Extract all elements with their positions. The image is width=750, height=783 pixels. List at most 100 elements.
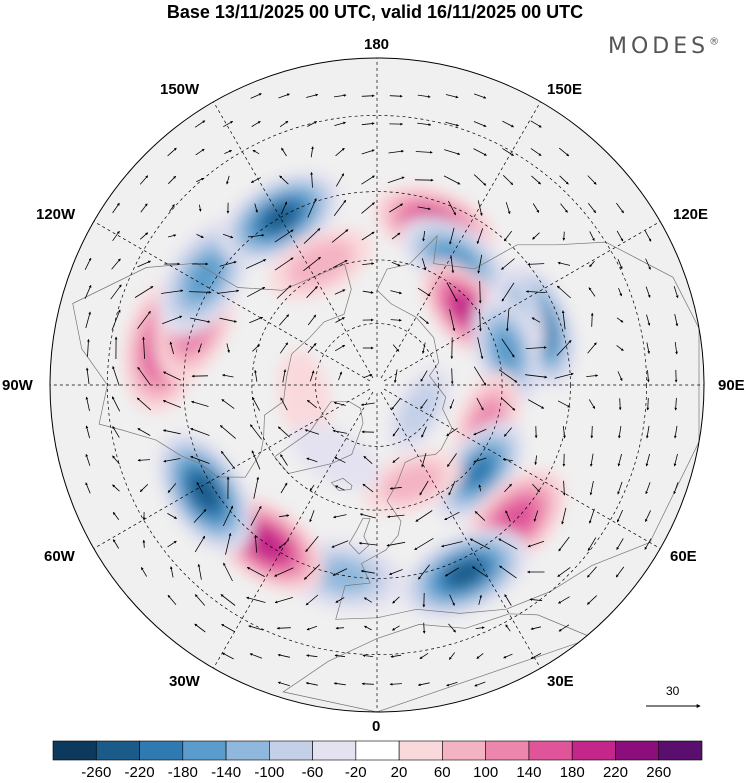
wind-arrow	[306, 285, 318, 298]
wind-arrow	[142, 336, 145, 359]
wind-arrow	[224, 150, 233, 154]
colorbar-swatch	[269, 740, 313, 761]
wind-arrow	[443, 175, 461, 185]
wind-arrow	[390, 290, 403, 295]
wind-arrow	[252, 396, 260, 411]
wind-arrow	[139, 484, 149, 493]
wind-arrow	[274, 567, 294, 577]
wind-arrow	[246, 567, 265, 577]
wind-arrow	[421, 426, 427, 438]
wind-arrow	[415, 510, 433, 522]
wind-arrow	[590, 312, 594, 327]
anomaly-level	[187, 256, 222, 299]
wind-arrow	[645, 286, 651, 298]
wind-arrow	[85, 367, 90, 385]
wind-arrow	[557, 400, 571, 408]
wind-arrow	[250, 177, 261, 183]
wind-arrow	[220, 594, 236, 606]
wind-arrow	[391, 261, 401, 267]
wind-arrow	[615, 566, 625, 578]
wind-arrow	[586, 595, 597, 605]
wind-arrow	[248, 625, 264, 631]
wind-arrow	[361, 202, 375, 214]
wind-arrow	[469, 538, 490, 550]
wind-arrow	[276, 626, 291, 630]
wind-arrow	[86, 338, 90, 357]
colorbar-tick-label: 20	[390, 764, 408, 781]
wind-arrow	[168, 234, 177, 238]
wind-arrow	[391, 232, 401, 240]
wind-arrow	[197, 343, 202, 353]
map-disk	[50, 58, 704, 712]
wind-arrow	[645, 482, 651, 495]
wind-arrow	[279, 175, 289, 185]
wind-arrow	[111, 258, 121, 270]
wind-arrow	[332, 568, 348, 576]
wind-arrow	[254, 369, 258, 382]
wind-arrow	[449, 309, 456, 332]
wind-arrow	[617, 481, 623, 495]
wind-arrow	[588, 287, 596, 297]
wind-arrow	[220, 450, 236, 469]
wind-arrow	[363, 597, 373, 603]
wind-arrow	[673, 453, 678, 467]
wind-arrow	[188, 290, 212, 294]
wind-arrow	[532, 232, 540, 240]
wind-arrow	[558, 147, 570, 157]
colorbar-swatch	[312, 740, 357, 761]
wind-arrow	[534, 455, 538, 466]
lon-label-90e: 90E	[718, 377, 745, 394]
wind-arrow	[197, 563, 202, 580]
lon-label-30w: 30W	[169, 673, 200, 690]
wind-arrow	[674, 397, 678, 411]
wind-arrow	[223, 562, 233, 582]
wind-arrow	[334, 654, 346, 658]
wind-arrow	[527, 262, 545, 266]
wind-arrow	[475, 626, 485, 630]
wind-arrow	[169, 341, 174, 355]
wind-arrow	[162, 371, 181, 381]
wind-arrow	[389, 203, 404, 213]
wind-arrow	[444, 149, 461, 156]
brand-name: MODES	[608, 34, 710, 59]
wind-arrow	[277, 681, 290, 687]
wind-arrow	[616, 345, 624, 351]
wind-arrow	[362, 654, 374, 658]
wind-arrow	[278, 93, 290, 99]
colorbar-tick-label: 60	[433, 764, 451, 781]
wind-arrow	[274, 257, 294, 271]
wind-arrow	[419, 315, 429, 325]
wind-arrow	[304, 429, 320, 435]
wind-arrow	[392, 596, 400, 604]
wind-arrow	[162, 429, 181, 435]
wind-arrow	[251, 450, 261, 470]
wind-arrow	[477, 337, 484, 360]
wind-arrow	[335, 597, 345, 603]
wind-arrow	[449, 227, 455, 245]
coastline	[282, 613, 650, 712]
colorbar-tick-label: -180	[167, 764, 198, 781]
wind-arrow	[419, 652, 429, 660]
wind-arrow	[334, 289, 346, 295]
wind-arrow	[139, 175, 149, 185]
colorbar-tick-label: 100	[473, 764, 499, 781]
wind-arrow	[303, 564, 320, 580]
wind-arrow	[445, 94, 459, 99]
wind-arrow	[472, 566, 488, 578]
wind-arrow	[590, 425, 594, 439]
colorbar-tick-label: -20	[344, 764, 367, 781]
wind-arrow	[282, 369, 287, 383]
wind-arrow	[279, 514, 290, 518]
wind-arrow	[167, 594, 177, 606]
wind-arrow	[250, 505, 262, 526]
wind-arrow	[111, 309, 121, 331]
colorbar-swatch	[398, 740, 443, 761]
wind-arrow	[417, 122, 432, 126]
wind-arrow	[392, 457, 400, 463]
lon-label-60w: 60W	[44, 548, 75, 565]
wind-arrow	[505, 308, 510, 332]
wind-arrow	[278, 314, 290, 326]
wind-arrow	[589, 508, 595, 524]
wind-arrow	[112, 365, 120, 386]
wind-arrow	[305, 536, 319, 553]
